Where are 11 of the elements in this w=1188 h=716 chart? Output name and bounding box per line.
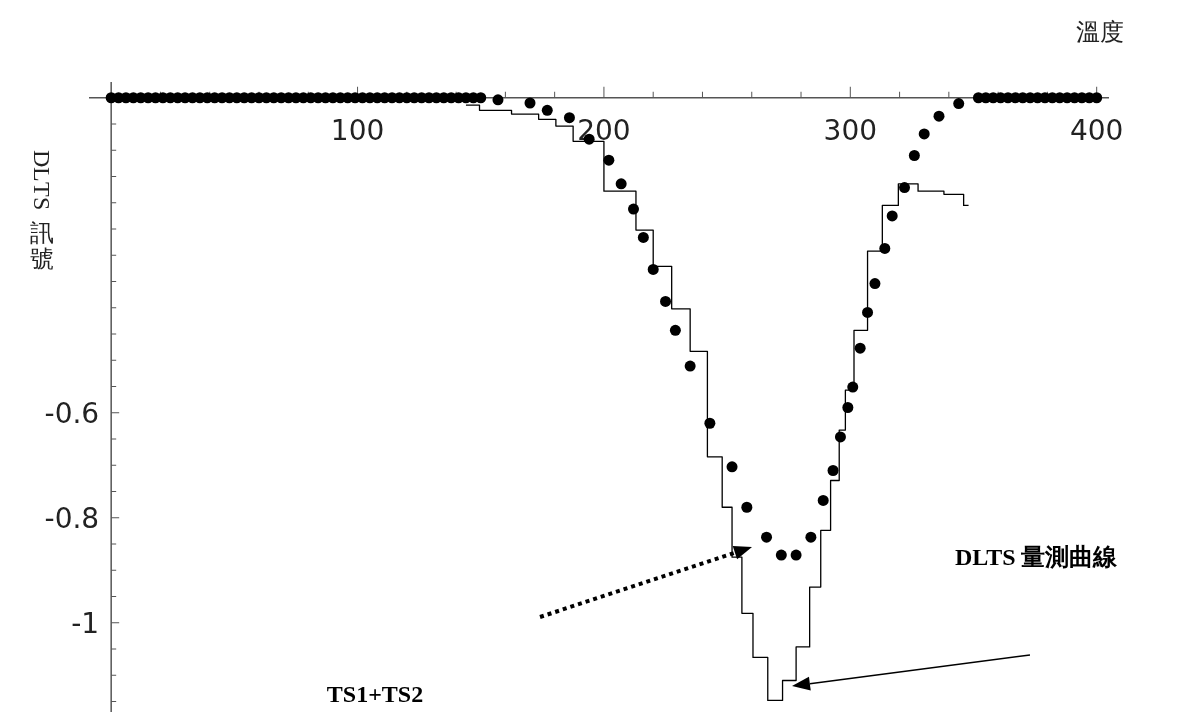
annotation: DLTS 量測曲線	[955, 544, 1119, 570]
y-tick-label: -0.8	[44, 501, 100, 535]
x-tick-label: 100	[330, 113, 385, 147]
y-axis-title: DLTS 訊號	[29, 150, 55, 272]
x-axis-title: 溫度	[1076, 18, 1124, 46]
x-tick-label: 200	[577, 113, 631, 147]
y-tick-label: -0.6	[44, 396, 100, 430]
y-tick-label: -1	[71, 606, 100, 640]
x-tick-label: 300	[823, 113, 878, 147]
annotation: TS1+TS2	[326, 681, 424, 707]
x-tick-label: 400	[1069, 113, 1124, 147]
